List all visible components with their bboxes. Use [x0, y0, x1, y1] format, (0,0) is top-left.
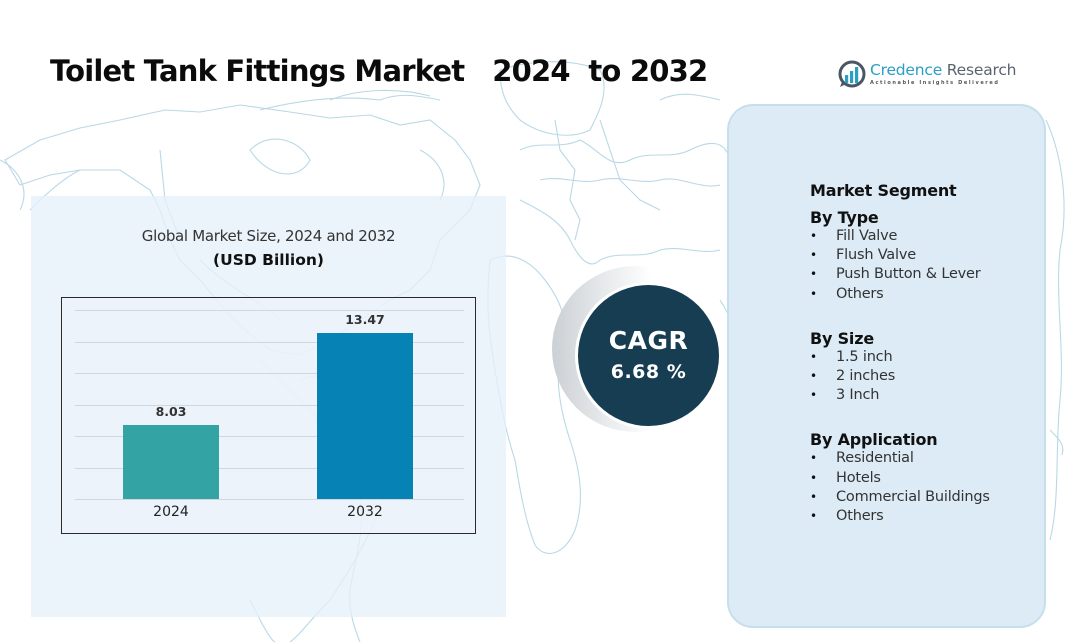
market-size-chart-panel: Global Market Size, 2024 and 2032 (USD B…: [31, 196, 506, 617]
bullet-icon: •: [810, 369, 817, 384]
x-axis-tick-label: 2024: [153, 504, 189, 520]
segment-list-item: • 2 inches: [810, 367, 990, 386]
bar-chart: 8.03 2024 13.47 2032: [61, 297, 476, 534]
bar-2024: [123, 425, 219, 499]
segment-group: By Size • 1.5 inch • 2 inches • 3 Inch: [810, 329, 990, 406]
segment-list-item: • Fill Valve: [810, 227, 990, 246]
segment-item-label: Others: [836, 508, 884, 525]
gridline: [75, 499, 464, 500]
bullet-icon: •: [810, 349, 817, 364]
bullet-icon: •: [810, 267, 817, 282]
segment-item-label: Hotels: [836, 469, 881, 486]
gridline: [75, 341, 464, 343]
chart-subtitle: (USD Billion): [213, 251, 324, 269]
segment-list-item: • Residential: [810, 449, 990, 468]
segment-group: By Application • Residential • Hotels • Commer…: [810, 430, 990, 526]
segment-item-label: Residential: [836, 450, 914, 467]
segment-item-label: Push Button & Lever: [836, 266, 981, 283]
segment-group-title: By Size: [810, 328, 874, 348]
bar-chart-circle-icon: [838, 60, 866, 88]
cagr-badge: CAGR 6.68 %: [578, 285, 719, 426]
logo-tagline: Actionable Insights Delivered: [870, 80, 1000, 86]
segment-list-item: • Others: [810, 507, 990, 526]
credence-research-logo[interactable]: Credence Research Actionable Insights De…: [838, 60, 1016, 88]
segment-item-label: Flush Valve: [836, 247, 916, 264]
bullet-icon: •: [810, 388, 817, 403]
segment-list-item: • Commercial Buildings: [810, 488, 990, 507]
bullet-icon: •: [810, 509, 817, 524]
gridline: [75, 436, 464, 437]
bar-2032: [317, 333, 413, 499]
segment-item-label: Commercial Buildings: [836, 488, 990, 505]
segment-heading: Market Segment: [810, 181, 957, 200]
segment-item-label: Fill Valve: [836, 228, 898, 244]
page-title: Toilet Tank Fittings Market 2024 to 2032: [50, 54, 708, 88]
logo-name: Credence Research: [870, 61, 1017, 79]
bullet-icon: •: [810, 470, 817, 485]
segment-item-label: 3 Inch: [836, 387, 880, 404]
segment-list-item: • 1.5 inch: [810, 348, 990, 367]
bar-value-label: 13.47: [345, 312, 385, 327]
segment-item-label: 1.5 inch: [836, 348, 893, 365]
gridline: [75, 467, 464, 469]
x-axis-tick-label: 2032: [347, 504, 383, 520]
cagr-value: 6.68 %: [610, 361, 687, 383]
cagr-label: CAGR: [608, 326, 689, 355]
segment-group: By Type • Fill Valve • Flush Valve • Push Butt…: [810, 208, 990, 304]
market-segment-panel: Market Segment By Type • Fill Valve • Flush …: [727, 104, 1046, 628]
segment-item-label: 2 inches: [836, 368, 896, 385]
bullet-icon: •: [810, 248, 817, 263]
segment-groups: By Type • Fill Valve • Flush Valve • Push Butt…: [810, 208, 990, 526]
segment-list-item: • Flush Valve: [810, 246, 990, 265]
segment-list: • Residential • Hotels • Commercial Buildings…: [810, 449, 990, 526]
segment-list: • Fill Valve • Flush Valve • Push Button & Le…: [810, 227, 990, 304]
bullet-icon: •: [810, 489, 817, 504]
bar-value-label: 8.03: [155, 404, 187, 419]
chart-title: Global Market Size, 2024 and 2032: [141, 227, 396, 245]
gridline: [75, 373, 464, 374]
segment-group-title: By Type: [810, 208, 879, 227]
segment-list: • 1.5 inch • 2 inches • 3 Inch: [810, 348, 990, 406]
bullet-icon: •: [810, 286, 817, 301]
bullet-icon: •: [810, 451, 817, 466]
segment-list-item: • 3 Inch: [810, 386, 990, 405]
gridline: [75, 310, 464, 311]
segment-group-title: By Application: [810, 430, 938, 450]
segment-list-item: • Others: [810, 285, 990, 304]
gridline: [75, 404, 464, 406]
segment-list-item: • Push Button & Lever: [810, 265, 990, 284]
segment-item-label: Others: [836, 285, 884, 302]
segment-list-item: • Hotels: [810, 469, 990, 488]
bullet-icon: •: [810, 229, 817, 243]
